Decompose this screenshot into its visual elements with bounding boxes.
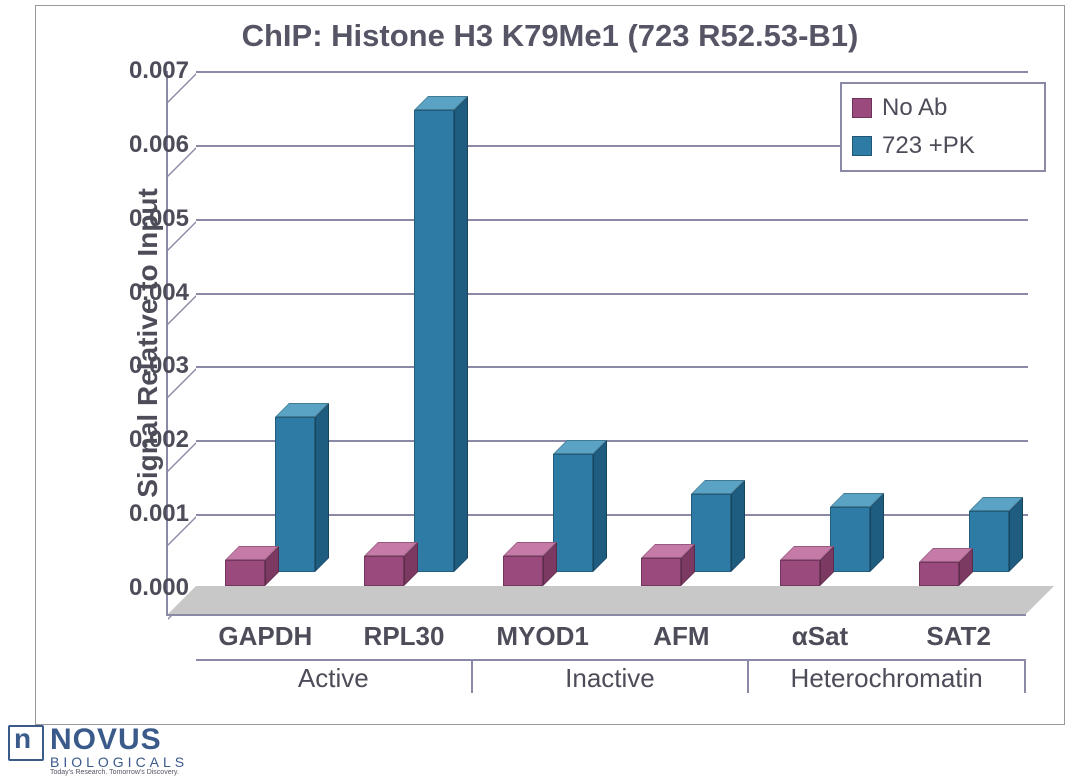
novus-logo: NOVUS BIOLOGICALS Today's Research. Tomo… [8,725,188,776]
bar [969,511,1009,572]
bar [414,110,454,572]
category-group-label: Heterochromatin [749,659,1026,693]
y-tick-label: 0.007 [129,57,189,85]
legend-swatch [852,98,872,118]
legend-item-noab: No Ab [852,94,1034,122]
legend-item-723pk: 723 +PK [852,132,1034,160]
x-tick-label: RPL30 [364,621,445,652]
bar [830,507,870,572]
y-tick-label: 0.006 [129,131,189,159]
category-group-label: Active [196,659,473,693]
category-group-label: Inactive [473,659,750,693]
x-tick-label: SAT2 [926,621,991,652]
logo-sub: BIOLOGICALS [50,755,188,769]
x-tick-label: AFM [653,621,709,652]
legend-label: No Ab [882,94,947,122]
bar [503,556,543,586]
bar [641,558,681,586]
y-tick-label: 0.002 [129,426,189,454]
bar [780,560,820,586]
y-tick-label: 0.001 [129,500,189,528]
y-tick-label: 0.004 [129,279,189,307]
chart-container: ChIP: Histone H3 K79Me1 (723 R52.53-B1) … [35,5,1065,725]
chart-title: ChIP: Histone H3 K79Me1 (723 R52.53-B1) [36,18,1064,54]
logo-main: NOVUS [50,725,188,755]
bar [364,556,404,586]
y-tick-label: 0.003 [129,352,189,380]
bar [691,494,731,572]
legend: No Ab 723 +PK [840,82,1046,172]
category-groups-row: ActiveInactiveHeterochromatin [168,659,1026,693]
legend-swatch [852,136,872,156]
bar [275,417,315,572]
bar [919,562,959,586]
plot-floor [168,586,1054,614]
y-tick-label: 0.000 [129,574,189,602]
legend-label: 723 +PK [882,132,975,160]
bar [225,560,265,586]
x-tick-label: αSat [792,621,848,652]
x-tick-label: GAPDH [218,621,312,652]
bar [553,454,593,572]
logo-text: NOVUS BIOLOGICALS Today's Research. Tomo… [50,725,188,776]
logo-tagline: Today's Research. Tomorrow's Discovery. [50,769,188,776]
y-tick-label: 0.005 [129,205,189,233]
x-tick-label: MYOD1 [496,621,588,652]
logo-icon [8,725,44,761]
